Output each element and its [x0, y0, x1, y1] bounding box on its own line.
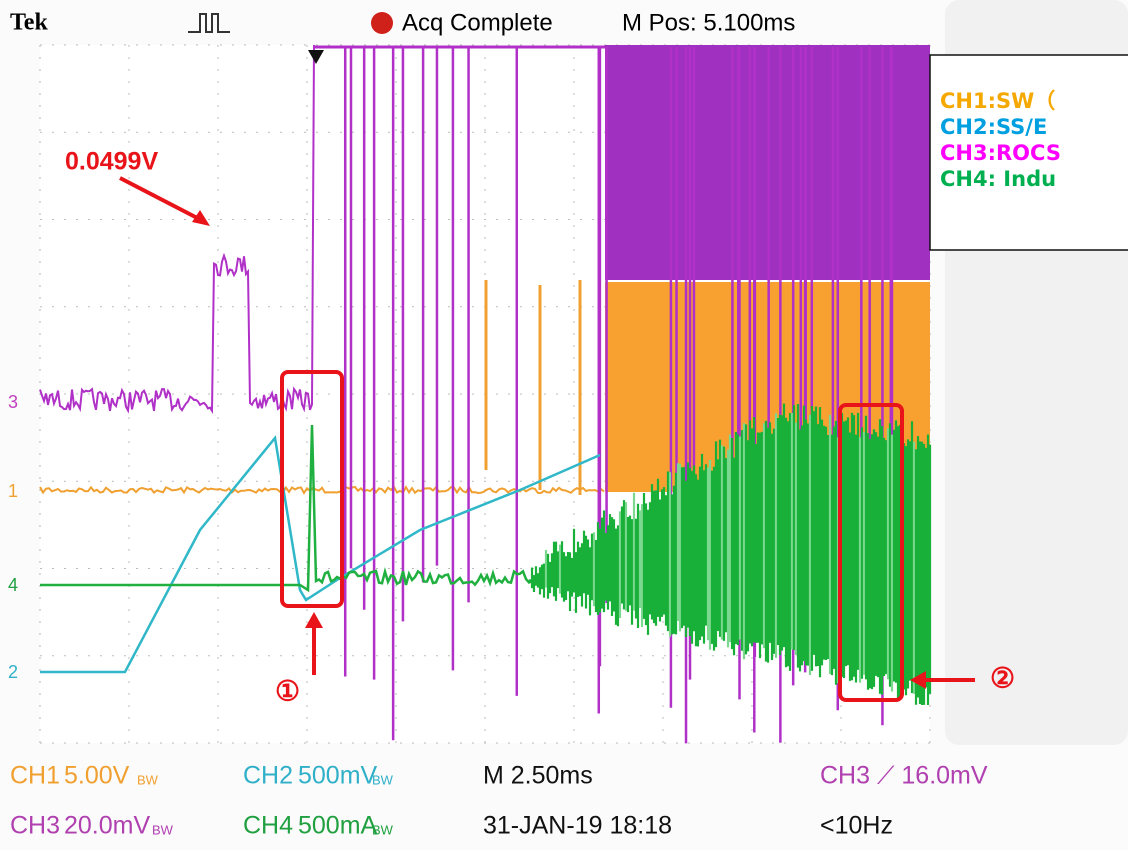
footer-date: 31-JAN-19 18:18	[483, 812, 672, 840]
position: M Pos: 5.100ms	[622, 9, 795, 36]
legend-ch3: CH3:ROCS	[940, 141, 1061, 165]
footer-ch3: CH3	[10, 812, 60, 840]
footer-ch2: CH2	[243, 762, 293, 790]
acq-indicator	[371, 12, 393, 34]
voltage-annotation: 0.0499V	[65, 148, 158, 176]
legend-ch2: CH2:SS/E	[940, 115, 1047, 139]
legend-ch4: CH4: Indu	[940, 167, 1056, 191]
footer-frequency: <10Hz	[820, 812, 893, 840]
ch4-marker: 4	[8, 575, 18, 595]
brand: Tek	[10, 10, 48, 36]
marker1: ①	[275, 675, 300, 706]
oscilloscope-screen: Tek Acq Complete M Pos: 5.100ms CH1:SW（ …	[0, 0, 1128, 850]
footer-ch3-scale: 20.0mV	[64, 812, 150, 840]
legend-ch1: CH1:SW（	[940, 89, 1055, 113]
ch2-marker: 2	[8, 662, 18, 682]
footer-ch2-scale: 500mV	[298, 762, 378, 790]
footer-bw: BW	[372, 772, 394, 787]
ch1-marker: 1	[8, 481, 18, 501]
footer-ch4-scale: 500mA	[298, 812, 378, 840]
ch3-marker: 3	[8, 392, 18, 412]
footer-trigger: CH3 ⟋ 16.0mV	[820, 762, 988, 790]
footer-timebase: M 2.50ms	[483, 762, 593, 790]
footer-bw: BW	[372, 822, 394, 837]
footer-bw: BW	[152, 822, 174, 837]
footer-bw: BW	[137, 772, 159, 787]
footer-ch1: CH1	[10, 762, 60, 790]
acq-status: Acq Complete	[402, 9, 553, 36]
footer-ch4: CH4	[243, 812, 293, 840]
footer-ch1-scale: 5.00V	[64, 762, 130, 790]
marker2: ②	[990, 662, 1015, 693]
